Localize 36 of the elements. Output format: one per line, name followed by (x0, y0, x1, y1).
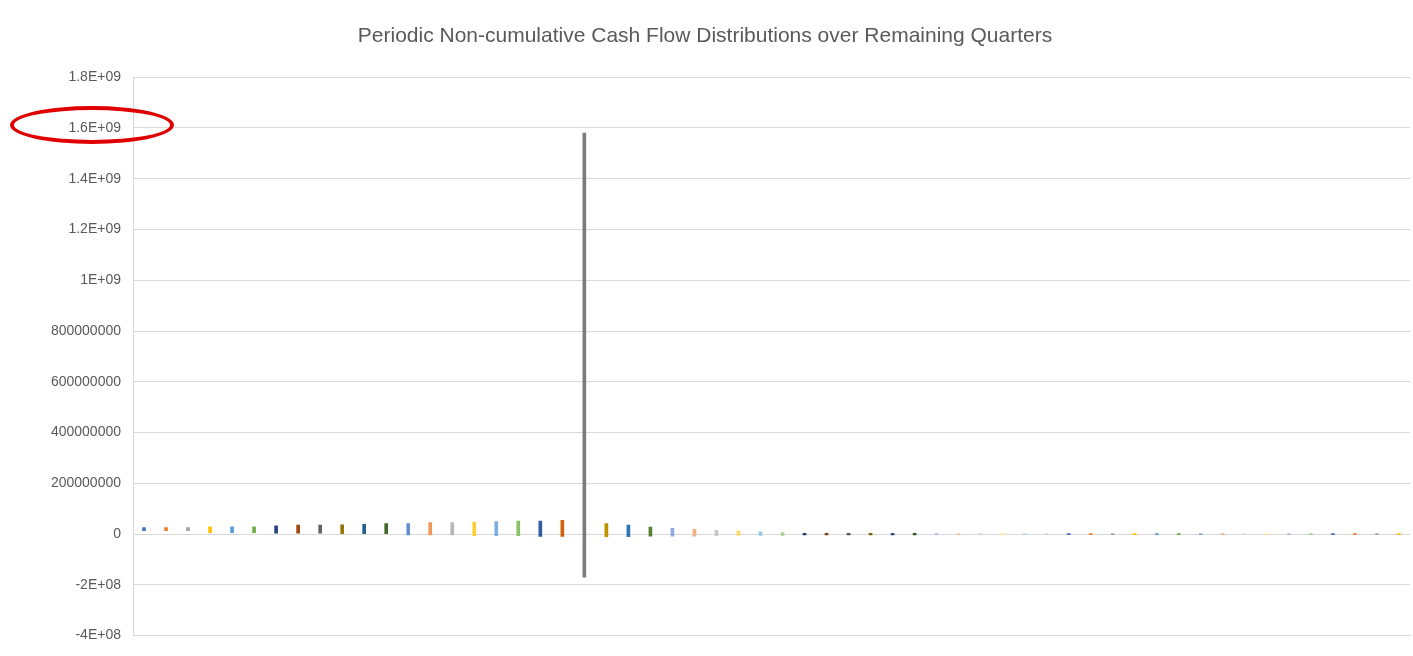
y-tick-label: 1.8E+09 (68, 68, 122, 85)
bar (252, 526, 256, 533)
bar (340, 524, 344, 534)
bar (164, 527, 168, 532)
bar (758, 531, 763, 536)
y-tick-label: -4E+08 (75, 626, 122, 643)
bar (406, 523, 411, 536)
bar (494, 521, 499, 536)
y-tick-label: 200000000 (50, 474, 122, 491)
chart-title: Periodic Non-cumulative Cash Flow Distributions over Remaining Quarters (357, 23, 1053, 47)
y-tick-label: 400000000 (50, 423, 122, 440)
bar (186, 527, 190, 532)
y-tick-label: -2E+08 (75, 575, 122, 592)
bar (1000, 532, 1005, 536)
y-tick-label: 1.2E+09 (68, 220, 122, 237)
y-tick-label: 0 (113, 524, 122, 541)
bar (472, 521, 477, 536)
bar (428, 522, 433, 536)
bar (516, 520, 521, 536)
bar (538, 520, 543, 537)
bar (736, 530, 741, 536)
y-tick-label: 600000000 (50, 372, 122, 389)
bar (780, 532, 785, 536)
bar (208, 526, 212, 533)
bar (296, 524, 300, 534)
y-tick-label: 1.6E+09 (68, 118, 122, 135)
y-tick-label: 1.4E+09 (68, 169, 122, 186)
y-tick-label: 1E+09 (80, 271, 122, 288)
bar (274, 525, 278, 534)
bar (318, 524, 322, 534)
bar (362, 524, 367, 534)
bar (142, 527, 146, 532)
bar (450, 522, 455, 536)
y-tick-label: 800000000 (50, 321, 122, 338)
bar (230, 526, 234, 533)
bar (384, 523, 389, 534)
